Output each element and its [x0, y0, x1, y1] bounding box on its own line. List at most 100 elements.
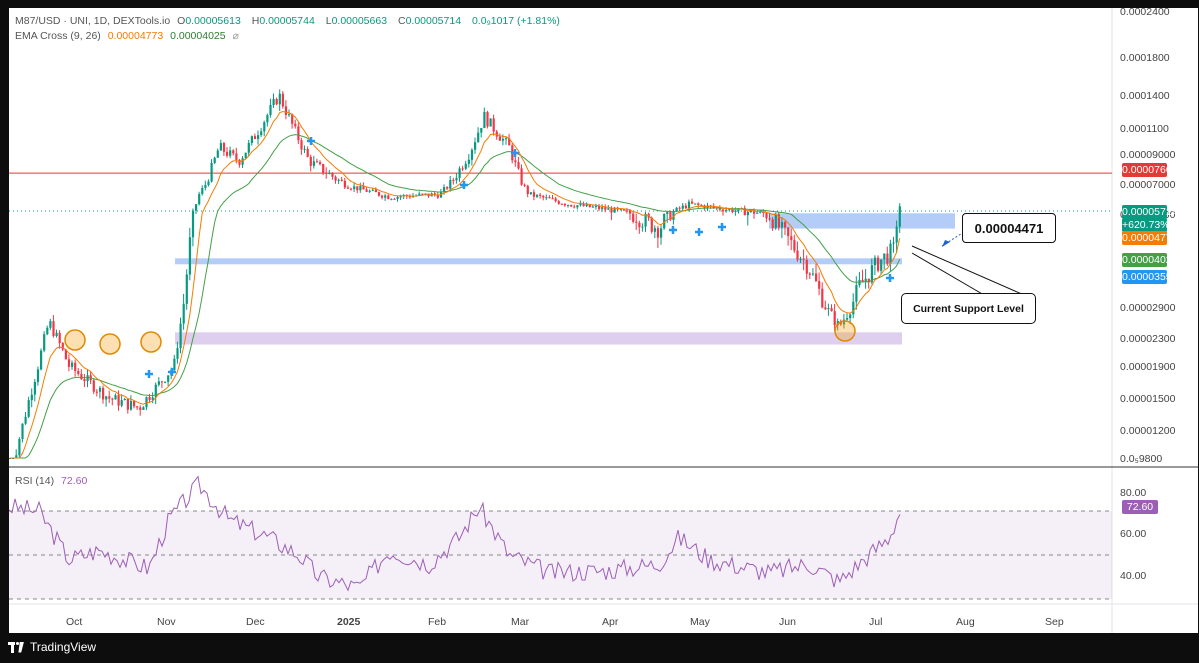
candle-body — [219, 143, 222, 151]
ema-header[interactable]: EMA Cross (9, 26) 0.00004773 0.00004025 … — [15, 30, 243, 42]
candle-body — [756, 212, 759, 214]
candle-body — [421, 193, 424, 195]
candle-body — [111, 398, 114, 400]
support-level-callout[interactable]: Current Support Level — [901, 293, 1036, 324]
rsi-value-tag: 72.60 — [1122, 500, 1158, 514]
low-label: L — [325, 15, 332, 27]
candle-body — [396, 196, 399, 199]
candle-body — [281, 93, 284, 107]
ema-label: EMA Cross (9, 26) — [15, 30, 101, 42]
resistance-price-tag: 0.00007669 — [1122, 163, 1178, 177]
ema-cross-marker — [669, 226, 677, 234]
candle-body — [269, 104, 272, 116]
zone-support-band — [175, 258, 902, 265]
candle-body — [95, 391, 98, 393]
candle-body — [802, 258, 805, 260]
candle-body — [790, 236, 793, 241]
highlight-circle — [140, 331, 162, 353]
candle-body — [36, 369, 40, 382]
candle-body — [722, 209, 725, 212]
zone-lower-demand — [175, 332, 902, 345]
candle-body — [204, 184, 207, 188]
candle-body — [759, 211, 762, 213]
candle-body — [232, 150, 235, 154]
candle-body — [266, 115, 269, 123]
candle-body — [92, 380, 95, 392]
candle-body — [458, 168, 461, 178]
candle-body — [694, 203, 697, 205]
candle-body — [805, 259, 808, 274]
candle-body — [61, 343, 64, 350]
candle-body — [877, 257, 880, 271]
candle-body — [328, 173, 331, 175]
candle-body — [201, 187, 204, 194]
rsi-label: RSI (14) — [15, 475, 55, 487]
candle-body — [275, 99, 278, 105]
target-price-callout[interactable]: 0.00004471 — [962, 213, 1056, 243]
candle-body — [133, 401, 136, 407]
rsi-band-fill — [9, 511, 1112, 599]
candle-body — [185, 274, 188, 304]
candle-body — [433, 193, 436, 195]
candle-body — [650, 217, 653, 232]
candle-body — [390, 198, 393, 200]
candle-body — [86, 375, 89, 382]
candle-body — [861, 279, 864, 282]
open-value: 0.00005613 — [185, 15, 241, 27]
candle-body — [126, 398, 129, 410]
support-callout-pointer — [911, 245, 1025, 296]
candle-body — [77, 370, 80, 374]
candle-body — [880, 259, 883, 271]
candle-body — [548, 197, 551, 199]
candle-body — [216, 150, 219, 158]
candle-body — [833, 311, 836, 326]
candle-body — [666, 211, 669, 214]
candle-body — [222, 143, 226, 152]
tradingview-logo[interactable]: TradingView — [8, 640, 96, 654]
candle-body — [743, 208, 746, 216]
candle-body — [55, 332, 58, 336]
candle-body — [334, 176, 337, 181]
price-change-tag: +620.73% — [1122, 218, 1170, 232]
candle-body — [408, 196, 412, 198]
candle-body — [114, 395, 117, 400]
candle-body — [98, 387, 102, 392]
price-axis-label: 0.00009000 — [1120, 149, 1176, 161]
current-price-tag: 0.00005714 — [1122, 205, 1178, 219]
rsi-header[interactable]: RSI (14) 72.60 — [15, 475, 91, 487]
candle-body — [309, 156, 312, 166]
candle-body — [278, 93, 281, 105]
candle-body — [582, 203, 585, 207]
candle-body — [681, 205, 684, 209]
chart-canvas[interactable]: 0.0002400 0.0001800 0.0001400 0.0001100 0.00… — [9, 8, 1198, 633]
symbol-title[interactable]: M87/USD · UNI, 1D, DEXTools.io — [15, 15, 171, 27]
ema-hidden-icon[interactable]: ⌀ — [232, 30, 239, 42]
candle-body — [613, 207, 616, 213]
candle-body — [486, 112, 489, 127]
candle-body — [560, 203, 563, 205]
candle-body — [356, 186, 359, 191]
candle-body — [195, 204, 198, 211]
candle-body — [700, 204, 703, 206]
candle-body — [864, 278, 867, 282]
candle-body — [393, 198, 396, 200]
candle-body — [477, 132, 480, 143]
candle-body — [480, 128, 483, 133]
candle-body — [297, 126, 300, 141]
candle-body — [895, 226, 898, 243]
price-axis-label: 0.0001100 — [1120, 123, 1169, 135]
tradingview-label: TradingView — [30, 640, 97, 654]
candle-body — [74, 362, 77, 371]
candle-body — [129, 401, 133, 410]
candle-body — [675, 207, 678, 212]
candle-body — [604, 207, 607, 210]
candle-body — [514, 160, 517, 163]
bottom-bar: TradingView — [0, 633, 1199, 663]
ema-fast-tag: 0.00004773 — [1122, 231, 1178, 245]
candle-body — [123, 398, 126, 401]
candle-body — [359, 186, 362, 191]
candle-body — [58, 332, 61, 344]
candle-body — [154, 384, 157, 398]
close-label: C — [397, 15, 406, 27]
candle-body — [570, 204, 573, 207]
